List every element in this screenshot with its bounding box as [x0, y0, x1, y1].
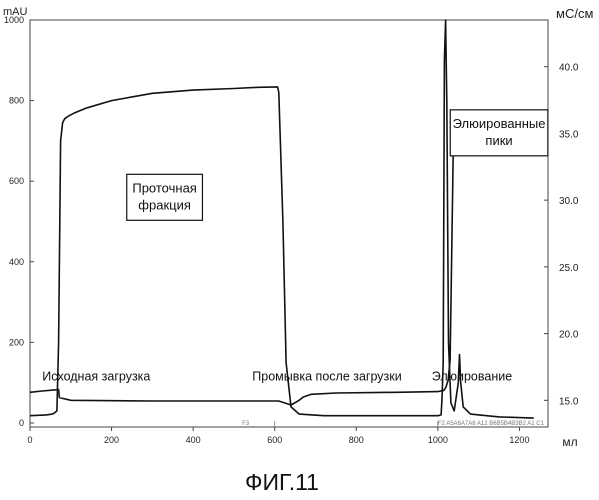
y-right-tick-label: 25.0	[559, 263, 579, 274]
x-tick-label: 1000	[428, 435, 448, 445]
phase-annotation: Промывка после загрузки	[252, 370, 401, 384]
y-left-tick-label: 800	[9, 96, 24, 106]
x-axis-unit: мл	[562, 435, 577, 449]
y-right-tick-label: 40.0	[559, 63, 579, 74]
y-right-unit: мС/см	[556, 6, 593, 21]
boxed-label-frame	[126, 173, 204, 221]
boxed-label-frame	[449, 109, 549, 157]
series-group	[29, 19, 534, 419]
boxed-label-text: пики	[485, 133, 512, 148]
y-left-tick-label: 600	[9, 176, 24, 186]
plot-frame	[29, 19, 549, 428]
boxed-label-text: фракция	[138, 197, 191, 212]
y-right-tick-label: 20.0	[559, 330, 579, 341]
fraction-markers: F3 F2 A5A6A7A8 A12 B6B5B4B3B2 A1 C1	[242, 421, 545, 427]
figure-caption: ФИГ.11	[245, 469, 319, 495]
x-tick-label: 400	[186, 435, 201, 445]
x-tick-label: 800	[349, 435, 364, 445]
y-left-tick-label: 200	[9, 337, 24, 347]
y-left-unit: mAU	[3, 6, 28, 18]
x-tick-label: 1200	[509, 435, 529, 445]
y-right-tick-label: 35.0	[559, 129, 579, 140]
phase-annotation: Исходная загрузка	[42, 370, 150, 384]
boxed-label-text: Элюированные	[453, 116, 546, 131]
y-right-tick-label: 30.0	[559, 196, 579, 207]
annotation-group: Исходная загрузка Промывка после загрузки…	[42, 370, 512, 384]
x-tick-label: 600	[267, 435, 282, 445]
boxed-label-text: Проточная	[132, 180, 197, 195]
y-left-tick-label: 1000	[4, 15, 24, 25]
uv-absorbance-trace	[29, 19, 534, 419]
phase-annotation: Элюирование	[432, 370, 512, 384]
x-tick-label: 200	[104, 435, 119, 445]
y-left-tick-label: 0	[19, 418, 24, 428]
boxed-label-group: Проточная фракция Элюированные пики	[126, 109, 549, 221]
x-tick-label: 0	[27, 435, 32, 445]
y-left-tick-label: 400	[9, 257, 24, 267]
y-right-tick-label: 15.0	[559, 396, 579, 407]
fraction-label: F2 A5A6A7A8 A12 B6B5B4B3B2 A1 C1	[438, 421, 545, 427]
fraction-label: F3	[242, 421, 250, 427]
